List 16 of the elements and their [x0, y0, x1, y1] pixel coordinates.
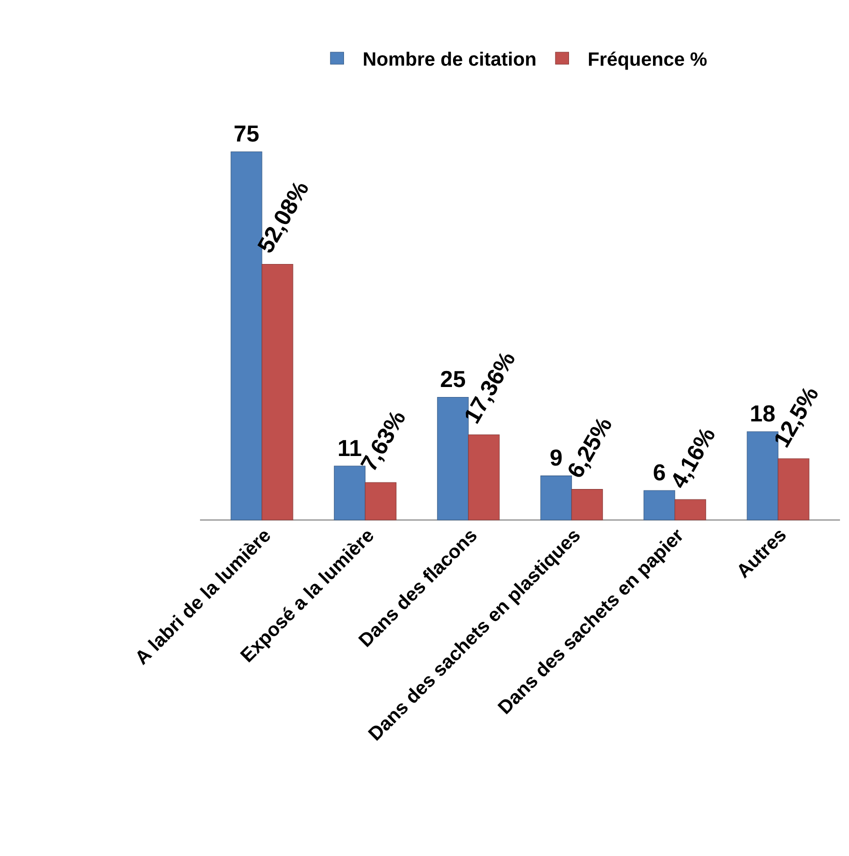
- bar: [571, 489, 603, 520]
- data-label: 25: [440, 370, 466, 388]
- data-label: 11: [338, 440, 362, 456]
- data-label: 6: [654, 464, 665, 480]
- bar: [364, 482, 396, 520]
- bar: [778, 458, 810, 520]
- data-label: 18: [751, 405, 775, 422]
- legend-label: Nombre de citation: [364, 52, 536, 66]
- bar: [468, 434, 500, 520]
- bar: [540, 476, 572, 520]
- bar: [644, 490, 676, 520]
- legend-label: Fréquence %: [588, 52, 707, 70]
- data-label: 9: [550, 449, 562, 466]
- data-label: 75: [234, 126, 259, 142]
- bar: [674, 499, 706, 520]
- bar: [262, 264, 294, 520]
